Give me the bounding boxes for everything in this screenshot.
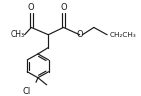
- Text: O: O: [76, 30, 83, 39]
- Text: O: O: [28, 3, 35, 12]
- Text: CH₃: CH₃: [11, 30, 25, 39]
- Text: CH₂CH₃: CH₂CH₃: [110, 32, 137, 38]
- Text: Cl: Cl: [22, 87, 30, 96]
- Text: O: O: [60, 3, 67, 12]
